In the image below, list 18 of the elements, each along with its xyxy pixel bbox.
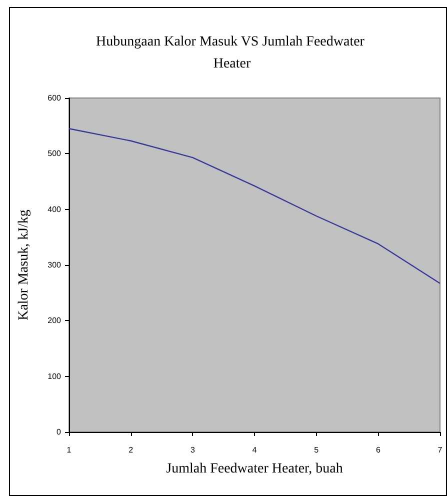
x-axis-title: Jumlah Feedwater Heater, buah — [166, 462, 343, 476]
y-tick-label: 600 — [48, 94, 62, 102]
x-tick-label: 4 — [252, 446, 258, 454]
y-tick-label: 300 — [48, 260, 62, 270]
x-tick-label: 7 — [438, 446, 443, 454]
x-tick-label: 1 — [66, 446, 72, 454]
y-tick-label: 500 — [48, 149, 62, 158]
y-tick-label: 200 — [48, 316, 62, 326]
y-tick-label: 100 — [48, 372, 62, 381]
line-series — [68, 128, 441, 284]
x-tick-label: 2 — [128, 446, 134, 454]
x-tick-label: 5 — [314, 446, 320, 454]
x-tick-label: 3 — [190, 446, 196, 454]
y-tick-label: 400 — [48, 204, 62, 214]
x-tick-label: 6 — [376, 446, 381, 454]
y-tick-label: 0 — [56, 428, 62, 436]
y-axis-title: Kalor Masuk, kJ/kg — [16, 210, 32, 320]
chart-title: Hubungaan Kalor Masuk VS Jumlah Feedwater Heater — [96, 34, 368, 72]
